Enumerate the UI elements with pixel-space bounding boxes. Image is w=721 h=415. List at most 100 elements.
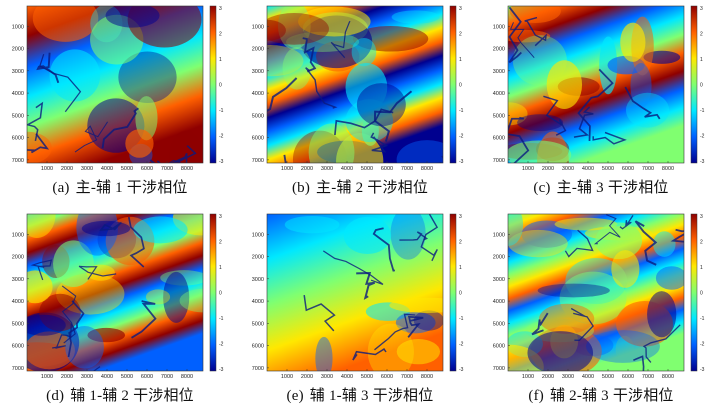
x-tick-label: 3000 <box>321 374 333 380</box>
panel-caption-text: 辅 2-辅 3 干涉相位 <box>549 388 674 404</box>
x-tick-label: 3000 <box>562 374 574 380</box>
colorbar <box>209 213 217 372</box>
colorbar-tick-label: -2 <box>459 342 464 348</box>
x-tick-label: 8000 <box>421 166 433 172</box>
colorbar-tick-label: -3 <box>459 367 464 373</box>
y-tick-label: 7000 <box>252 158 264 164</box>
y-tick-label: 4000 <box>252 299 264 305</box>
y-tick-label: 3000 <box>493 277 505 283</box>
x-tick-label: 5000 <box>361 374 373 380</box>
y-tick-label: 5000 <box>12 113 24 119</box>
colorbar-tick-label: -2 <box>219 134 224 140</box>
colorbar-tick-label: -2 <box>700 342 705 348</box>
x-tick-label: 5000 <box>121 374 133 380</box>
panel-caption: (a) 主-辅 1 干涉相位 <box>0 176 240 197</box>
y-tick-label: 6000 <box>493 344 505 350</box>
colorbar-tick-label: 3 <box>459 214 462 220</box>
y-tick-label: 1000 <box>493 232 505 238</box>
y-tick-label: 3000 <box>252 277 264 283</box>
x-tick-label: 4000 <box>341 166 353 172</box>
y-tick-label: 1000 <box>493 24 505 30</box>
y-tick-label: 3000 <box>493 69 505 75</box>
y-tick-label: 7000 <box>493 158 505 164</box>
colorbar-tick-label: -2 <box>219 342 224 348</box>
y-tick-label: 5000 <box>12 321 24 327</box>
panel-caption-text: 辅 1-辅 2 干涉相位 <box>70 388 194 404</box>
phase-plot: 1000 2000 3000 4000 5000 6000 7000 1000 2000 3000… <box>252 5 464 172</box>
x-tick-label: 1000 <box>41 166 53 172</box>
panel-label: (a) <box>52 180 70 196</box>
y-tick-label: 5000 <box>493 321 505 327</box>
colorbar-tick-label: 2 <box>700 32 703 38</box>
colorbar-tick-label: 3 <box>459 6 462 12</box>
colorbar-tick-label: -3 <box>700 367 705 373</box>
y-tick-label: 6000 <box>252 136 264 142</box>
x-tick-label: 4000 <box>582 374 594 380</box>
y-tick-label: 4000 <box>493 91 505 97</box>
phase-plot: 1000 2000 3000 4000 5000 6000 7000 1000 2000 3000… <box>12 5 224 172</box>
panel-f: 1000 2000 3000 4000 5000 6000 7000 1000 2000 3000… <box>481 208 721 415</box>
panel-caption-text: 辅 1-辅 3 干涉相位 <box>309 388 434 404</box>
y-tick-label: 4000 <box>12 91 24 97</box>
x-tick-label: 8000 <box>662 374 674 380</box>
colorbar <box>449 213 457 372</box>
y-tick-label: 7000 <box>493 366 505 372</box>
x-tick-label: 8000 <box>181 374 193 380</box>
x-tick-label: 1000 <box>41 374 53 380</box>
phase-plot: 1000 2000 3000 4000 5000 6000 7000 1000 2000 3000… <box>493 5 705 172</box>
colorbar <box>209 5 217 164</box>
x-tick-label: 5000 <box>602 374 614 380</box>
colorbar-tick-label: 1 <box>219 265 222 271</box>
colorbar-tick-label: 2 <box>700 240 703 246</box>
x-tick-label: 2000 <box>542 374 554 380</box>
phase-image <box>27 214 203 371</box>
x-tick-label: 7000 <box>642 374 654 380</box>
y-tick-label: 5000 <box>252 113 264 119</box>
y-tick-label: 4000 <box>493 299 505 305</box>
colorbar-tick-label: 2 <box>219 240 222 246</box>
colorbar-tick-label: 0 <box>459 83 462 89</box>
x-tick-label: 1000 <box>522 166 534 172</box>
panel-label: (d) <box>46 388 65 404</box>
y-tick-label: 3000 <box>12 69 24 75</box>
x-tick-label: 6000 <box>622 374 634 380</box>
x-tick-label: 6000 <box>381 166 393 172</box>
y-tick-label: 5000 <box>493 113 505 119</box>
y-tick-label: 6000 <box>12 344 24 350</box>
phase-image <box>27 6 203 163</box>
x-tick-label: 1000 <box>281 374 293 380</box>
x-tick-label: 3000 <box>81 166 93 172</box>
colorbar-tick-label: -2 <box>459 134 464 140</box>
x-tick-label: 8000 <box>181 166 193 172</box>
panel-caption: (f) 辅 2-辅 3 干涉相位 <box>481 384 721 405</box>
colorbar-tick-label: 0 <box>219 83 222 89</box>
y-tick-label: 1000 <box>12 24 24 30</box>
x-tick-label: 2000 <box>301 374 313 380</box>
phase-image <box>267 6 443 163</box>
x-tick-label: 6000 <box>141 166 153 172</box>
colorbar-tick-label: -3 <box>700 159 705 165</box>
x-tick-label: 7000 <box>642 166 654 172</box>
colorbar-tick-label: 0 <box>219 291 222 297</box>
colorbar-tick-label: 1 <box>459 265 462 271</box>
x-tick-label: 3000 <box>562 166 574 172</box>
colorbar-tick-label: 0 <box>459 291 462 297</box>
panel-caption-text: 主-辅 3 干涉相位 <box>556 180 669 196</box>
colorbar-tick-label: -3 <box>219 367 224 373</box>
colorbar-tick-label: -1 <box>219 108 224 114</box>
y-tick-label: 3000 <box>252 69 264 75</box>
x-tick-label: 5000 <box>602 166 614 172</box>
panel-a: 1000 2000 3000 4000 5000 6000 7000 1000 2000 3000… <box>0 0 240 207</box>
x-tick-label: 8000 <box>662 166 674 172</box>
colorbar-tick-label: 3 <box>700 6 703 12</box>
y-tick-label: 6000 <box>493 136 505 142</box>
colorbar-tick-label: 2 <box>459 240 462 246</box>
y-tick-label: 6000 <box>12 136 24 142</box>
phase-plot: 1000 2000 3000 4000 5000 6000 7000 1000 2000 3000… <box>12 213 224 380</box>
x-tick-label: 4000 <box>341 374 353 380</box>
y-tick-label: 3000 <box>12 277 24 283</box>
y-tick-label: 1000 <box>252 232 264 238</box>
x-tick-label: 7000 <box>401 166 413 172</box>
panel-label: (e) <box>286 388 304 404</box>
colorbar-tick-label: 1 <box>700 265 703 271</box>
